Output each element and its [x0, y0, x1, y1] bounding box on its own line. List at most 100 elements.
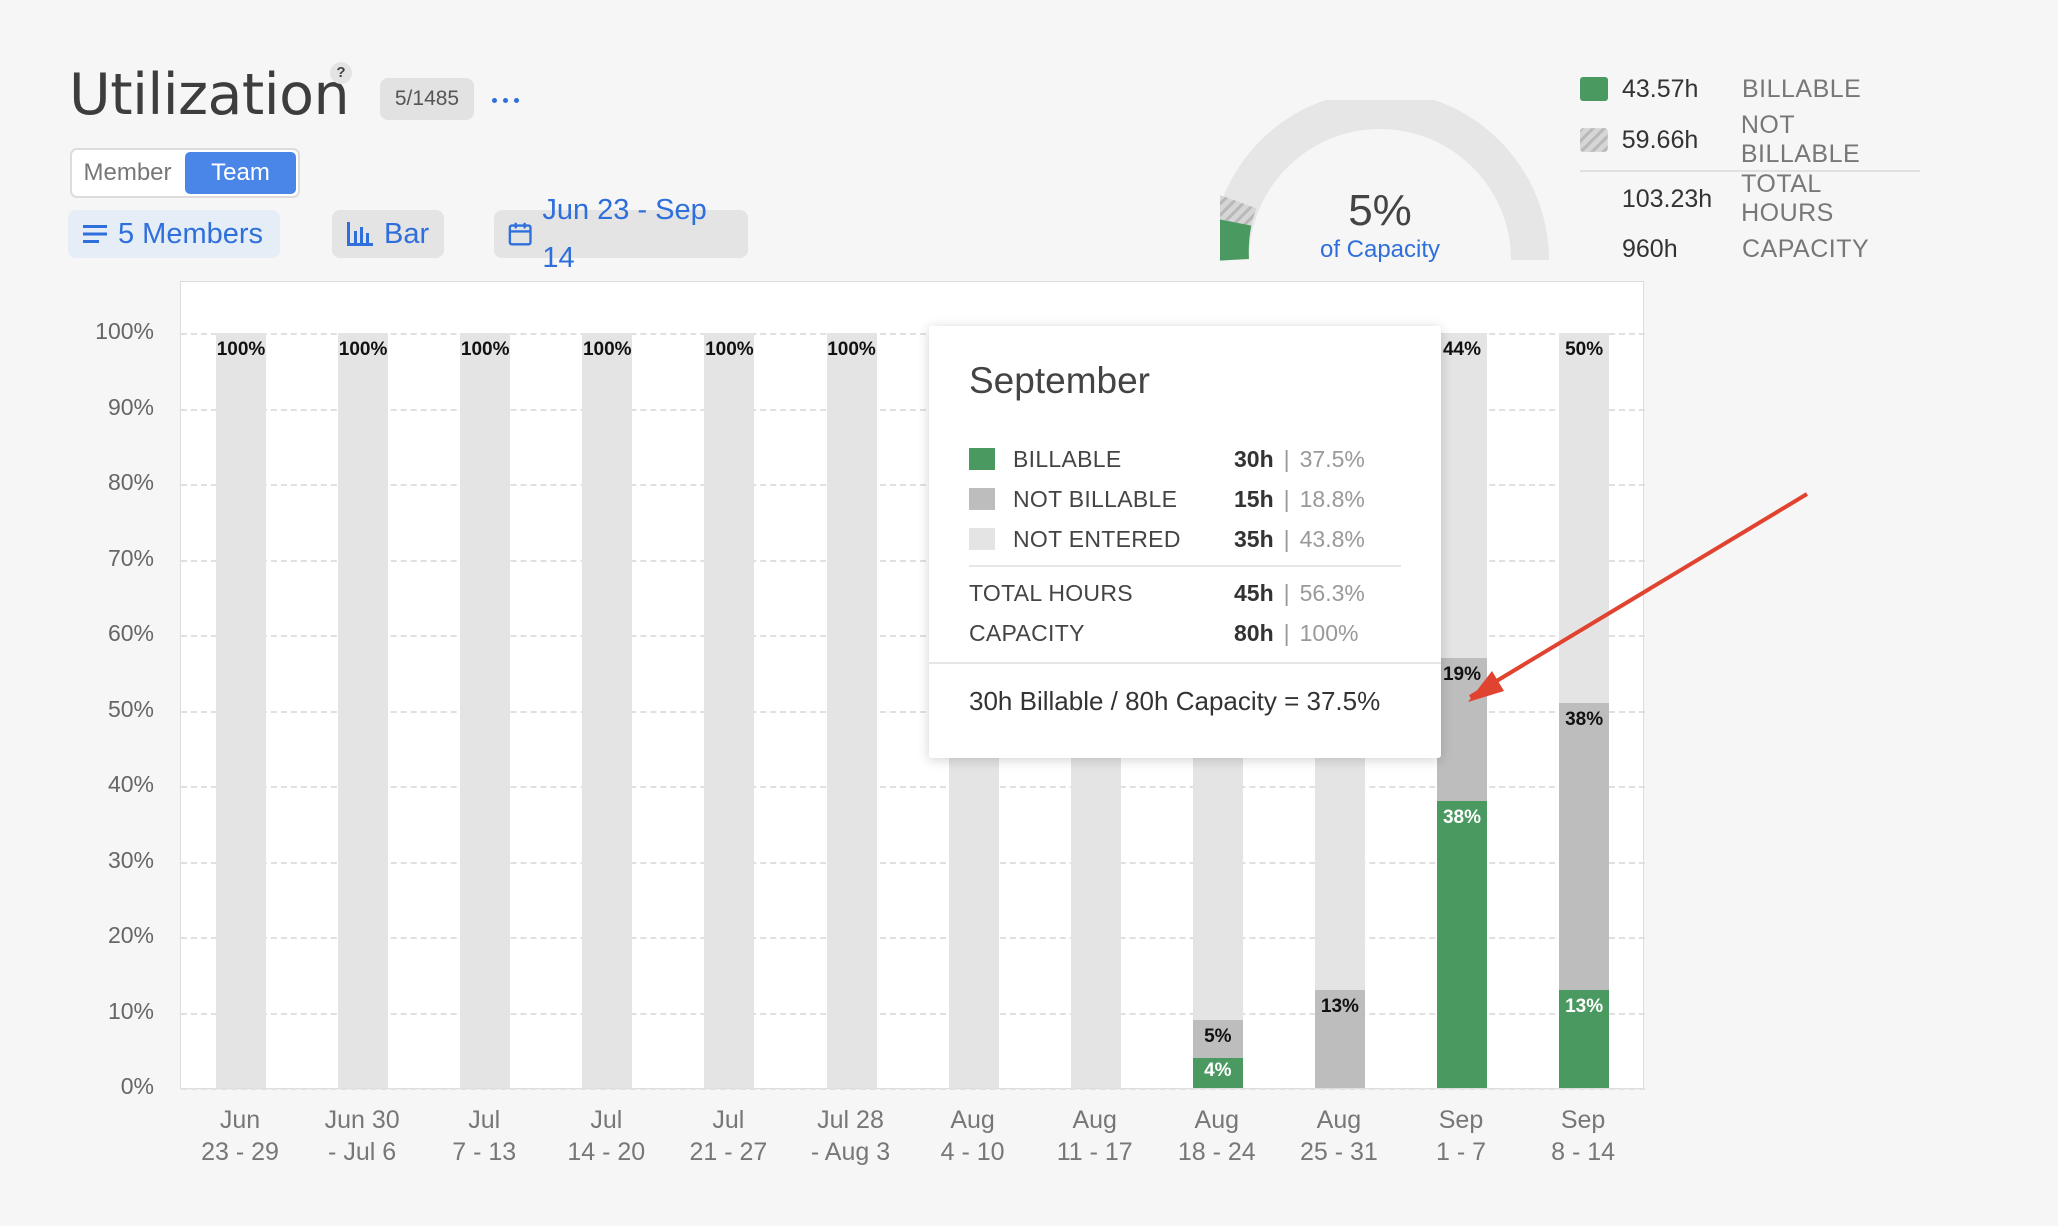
chart-type-button[interactable]: Bar — [332, 210, 444, 258]
bar-not-entered[interactable] — [460, 333, 511, 1088]
bar-billable[interactable] — [1437, 801, 1487, 1088]
bar-not-entered[interactable] — [582, 333, 633, 1088]
bar-not-billable[interactable] — [1559, 702, 1610, 990]
tooltip-title: September — [969, 360, 1150, 401]
tooltip-divider — [969, 565, 1401, 567]
x-tick-label: Aug 25 - 31 — [1279, 1104, 1399, 1168]
not-billable-swatch — [1580, 128, 1608, 152]
summary-value: 43.57h — [1622, 74, 1699, 103]
tooltip-separator: | — [1283, 579, 1290, 606]
x-tick-line: 14 - 20 — [567, 1138, 646, 1166]
x-tick-line: Aug — [1194, 1106, 1240, 1134]
bar-data-label: 100% — [460, 339, 510, 360]
help-icon[interactable]: ? — [330, 62, 352, 84]
tooltip-row-hours: 80h — [1234, 619, 1274, 646]
tooltip-formula: 30h Billable / 80h Capacity = 37.5% — [969, 686, 1381, 716]
summary-label: BILLABLE — [1742, 74, 1862, 103]
bar-data-label: 100% — [338, 339, 388, 360]
bar-data-label: 100% — [827, 339, 876, 360]
gridline — [181, 786, 1645, 788]
x-tick-line: Jun — [219, 1106, 261, 1134]
tooltip-footer-divider — [929, 662, 1441, 664]
tooltip-row-percent: 18.8% — [1299, 485, 1365, 512]
member-toggle-button[interactable]: Member — [83, 159, 172, 186]
tooltip-separator: | — [1283, 485, 1290, 512]
chart-type-label: Bar — [384, 218, 430, 250]
tooltip-row-label: BILLABLE — [1013, 445, 1122, 472]
x-tick-line: 1 - 7 — [1435, 1138, 1487, 1166]
y-tick-label: 40% — [107, 771, 154, 797]
bar-data-label: 50% — [1565, 339, 1604, 360]
bar-data-label: 38% — [1442, 807, 1482, 829]
bar-not-billable[interactable] — [1437, 657, 1487, 802]
bar-billable[interactable] — [1192, 1057, 1243, 1088]
gridline — [181, 559, 1645, 562]
bar-data-label: 100% — [705, 339, 754, 360]
bar-billable[interactable] — [1559, 989, 1610, 1088]
x-tick-line: 4 - 10 — [940, 1138, 1005, 1166]
capacity-gauge — [1220, 100, 1549, 261]
tooltip-row-percent: 56.3% — [1299, 579, 1365, 606]
billable-swatch — [1580, 77, 1608, 101]
more-options-icon[interactable] — [490, 82, 524, 116]
tooltip-row-hours: 45h — [1234, 579, 1274, 606]
x-tick-line: Jul 28 — [817, 1106, 884, 1134]
tooltip-row-not-entered: NOT ENTERED 35h | 43.8% — [969, 519, 1409, 559]
x-tick-label: Aug 11 - 17 — [1035, 1104, 1155, 1168]
x-tick-line: 8 - 14 — [1551, 1138, 1616, 1166]
x-tick-line: Aug — [1316, 1106, 1362, 1134]
bar-not-entered[interactable] — [338, 333, 389, 1088]
members-filter-label: 5 Members — [118, 218, 264, 250]
tooltip-row-total-hours: TOTAL HOURS 45h | 56.3% — [969, 573, 1409, 613]
bar-not-entered[interactable] — [1437, 333, 1487, 658]
bar-not-entered[interactable] — [826, 333, 877, 1088]
x-tick-line: 11 - 17 — [1056, 1138, 1133, 1166]
summary-value: 59.66h — [1621, 125, 1699, 154]
x-tick-line: 25 - 31 — [1299, 1138, 1378, 1166]
y-tick-label: 10% — [107, 997, 154, 1024]
tooltip-row-billable: BILLABLE 30h | 37.5% — [969, 439, 1409, 479]
team-toggle-button[interactable]: Team — [185, 152, 296, 194]
x-tick-line: - Jul 6 — [328, 1138, 397, 1166]
x-tick-line: Aug — [950, 1106, 995, 1134]
summary-total: 103.23h TOTAL HOURS — [1580, 170, 1920, 227]
view-toggle: Member Team — [70, 148, 300, 198]
x-tick-line: 7 - 13 — [452, 1138, 517, 1166]
x-tick-label: Aug 18 - 24 — [1157, 1104, 1277, 1168]
y-tick-label: 70% — [107, 544, 154, 571]
bar-data-label: 13% — [1320, 995, 1359, 1017]
summary-not-billable: 59.66h NOT BILLABLE — [1580, 111, 1920, 168]
tooltip-row-percent: 100% — [1299, 619, 1359, 646]
gridline — [181, 861, 1645, 864]
x-tick-label: Sep 8 - 14 — [1523, 1104, 1643, 1168]
bar-not-billable[interactable] — [1192, 1020, 1243, 1058]
not-billable-swatch — [969, 488, 995, 510]
bar-not-billable[interactable] — [1314, 989, 1365, 1088]
bar-not-entered[interactable] — [1559, 333, 1610, 703]
tooltip-row-label: NOT ENTERED — [1013, 525, 1181, 552]
x-tick-line: - Aug 3 — [810, 1138, 891, 1166]
result-counter: 5/1485 — [380, 78, 474, 120]
bar-not-entered[interactable] — [216, 333, 266, 1088]
date-range-button[interactable]: Jun 23 - Sep 14 — [494, 194, 748, 274]
tooltip-row-hours: 30h — [1234, 445, 1274, 472]
tooltip-row-label: CAPACITY — [969, 619, 1085, 646]
tooltip-row-hours: 15h — [1234, 485, 1274, 512]
date-range-label: Jun 23 - Sep 14 — [542, 194, 707, 274]
bar-not-entered[interactable] — [704, 333, 755, 1088]
x-tick-line: Jul — [468, 1106, 501, 1134]
x-tick-line: 21 - 27 — [689, 1138, 768, 1166]
y-tick-label: 0% — [120, 1073, 154, 1099]
x-tick-line: Jun 30 — [324, 1106, 400, 1134]
y-tick-label: 100% — [95, 318, 154, 344]
bar-data-label: 100% — [216, 339, 266, 360]
summary-divider — [1580, 170, 1920, 172]
x-tick-label: Jul 7 - 13 — [424, 1104, 544, 1168]
page-title: Utilization — [69, 62, 350, 128]
tooltip-separator: | — [1283, 619, 1290, 646]
y-tick-label: 90% — [107, 393, 154, 420]
gridline — [181, 333, 1645, 335]
bar-data-label: 5% — [1204, 1026, 1232, 1048]
members-filter-button[interactable]: 5 Members — [68, 210, 280, 258]
x-tick-label: Jun 23 - 29 — [180, 1104, 300, 1168]
